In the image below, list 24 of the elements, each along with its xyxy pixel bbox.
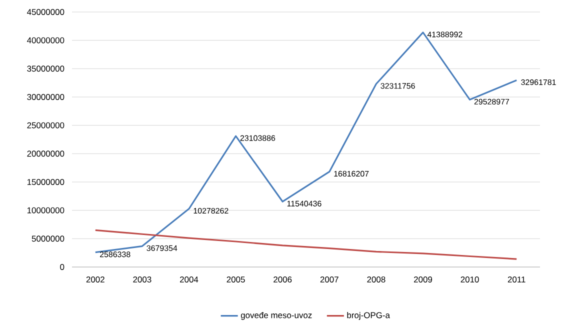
y-tick-label: 25000000 [27,122,64,128]
x-tick-label: 2003 [133,276,152,282]
x-tick-label: 2004 [180,276,198,282]
x-tick-label: 2011 [508,276,526,282]
y-tick-label: 45000000 [27,9,64,15]
x-tick-label: 2010 [460,276,479,282]
x-tick-label: 2008 [367,276,386,282]
y-tick-label: 30000000 [27,94,64,100]
y-tick-label: 0 [60,264,64,270]
x-tick-label: 2005 [226,276,245,282]
x-tick-label: 2006 [274,276,292,282]
legend-label: goveđe meso-uvoz [240,312,312,320]
x-tick-label: 2009 [414,276,432,282]
x-tick-label: 2002 [86,276,104,282]
y-tick-label: 35000000 [27,66,64,72]
y-tick-label: 40000000 [27,37,64,44]
y-tick-label: 15000000 [27,179,64,185]
y-tick-label: 20000000 [27,150,64,157]
line-series [94,32,518,254]
line-series [94,229,518,260]
y-tick-label: 5000000 [32,236,64,242]
legend-label: broj-OPG-a [347,312,390,320]
y-tick-label: 10000000 [27,207,64,214]
x-tick-label: 2007 [320,276,338,282]
